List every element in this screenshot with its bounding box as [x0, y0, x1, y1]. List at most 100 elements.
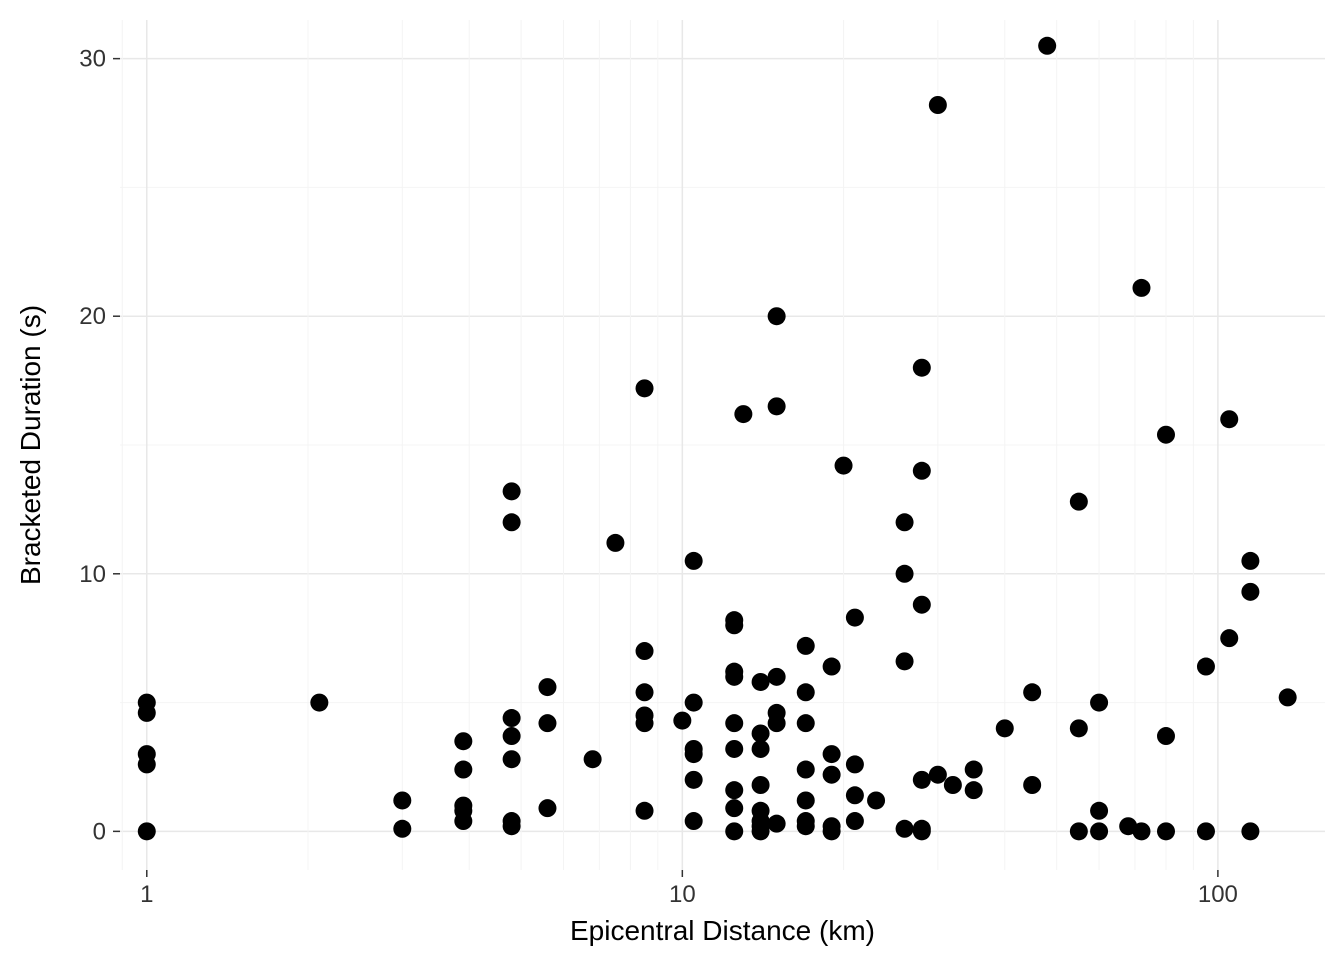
y-axis-label: Bracketed Duration (s) [15, 305, 46, 585]
data-point [768, 397, 786, 415]
data-point [752, 724, 770, 742]
data-point [896, 513, 914, 531]
data-point [503, 812, 521, 830]
data-point [823, 817, 841, 835]
data-point [1090, 802, 1108, 820]
data-point [913, 596, 931, 614]
data-point [725, 714, 743, 732]
data-point [310, 694, 328, 712]
data-point [835, 457, 853, 475]
data-point [768, 815, 786, 833]
data-point [896, 652, 914, 670]
data-point [752, 802, 770, 820]
data-point [1197, 822, 1215, 840]
data-point [846, 609, 864, 627]
data-point [636, 706, 654, 724]
data-point [965, 761, 983, 779]
data-point [1132, 279, 1150, 297]
data-point [538, 678, 556, 696]
data-point [734, 405, 752, 423]
data-point [725, 663, 743, 681]
data-point [1023, 683, 1041, 701]
y-tick-label: 10 [79, 561, 106, 588]
data-point [1132, 822, 1150, 840]
data-point [503, 482, 521, 500]
data-point [503, 727, 521, 745]
data-point [797, 714, 815, 732]
data-point [725, 822, 743, 840]
data-point [606, 534, 624, 552]
data-point [685, 812, 703, 830]
data-point [725, 799, 743, 817]
data-point [944, 776, 962, 794]
data-point [929, 766, 947, 784]
data-point [1157, 822, 1175, 840]
data-point [797, 791, 815, 809]
data-point [636, 683, 654, 701]
data-point [913, 462, 931, 480]
data-point [752, 776, 770, 794]
chart-svg: 1101000102030Epicentral Distance (km)Bra… [0, 0, 1344, 960]
data-point [846, 755, 864, 773]
data-point [1241, 822, 1259, 840]
data-point [1070, 719, 1088, 737]
data-point [768, 307, 786, 325]
data-point [1220, 629, 1238, 647]
data-point [823, 658, 841, 676]
data-point [538, 799, 556, 817]
data-point [725, 740, 743, 758]
data-point [1197, 658, 1215, 676]
data-point [752, 740, 770, 758]
data-point [503, 513, 521, 531]
data-point [584, 750, 602, 768]
data-point [1070, 822, 1088, 840]
data-point [896, 820, 914, 838]
data-point [454, 797, 472, 815]
data-point [685, 771, 703, 789]
data-point [454, 761, 472, 779]
data-point [768, 668, 786, 686]
data-point [1038, 37, 1056, 55]
data-point [1090, 694, 1108, 712]
data-point [685, 552, 703, 570]
x-tick-label: 100 [1198, 881, 1238, 908]
y-tick-label: 0 [93, 818, 106, 845]
data-point [725, 781, 743, 799]
data-point [768, 704, 786, 722]
data-point [996, 719, 1014, 737]
data-point [673, 712, 691, 730]
data-point [138, 822, 156, 840]
data-point [1070, 493, 1088, 511]
data-point [1023, 776, 1041, 794]
data-point [503, 750, 521, 768]
data-point [454, 732, 472, 750]
data-point [138, 745, 156, 763]
data-point [929, 96, 947, 114]
data-point [1241, 552, 1259, 570]
data-point [1157, 727, 1175, 745]
data-point [823, 745, 841, 763]
data-point [538, 714, 556, 732]
data-point [1220, 410, 1238, 428]
data-point [913, 771, 931, 789]
data-point [725, 611, 743, 629]
data-point [913, 820, 931, 838]
data-point [393, 791, 411, 809]
data-point [965, 781, 983, 799]
data-point [138, 694, 156, 712]
data-point [823, 766, 841, 784]
data-point [1090, 822, 1108, 840]
data-point [797, 637, 815, 655]
data-point [685, 694, 703, 712]
scatter-chart: 1101000102030Epicentral Distance (km)Bra… [0, 0, 1344, 960]
data-point [797, 761, 815, 779]
data-point [503, 709, 521, 727]
data-point [846, 786, 864, 804]
data-point [846, 812, 864, 830]
data-point [393, 820, 411, 838]
x-tick-label: 10 [669, 881, 696, 908]
data-point [896, 565, 914, 583]
x-tick-label: 1 [140, 881, 153, 908]
data-point [685, 740, 703, 758]
x-axis-label: Epicentral Distance (km) [570, 915, 875, 946]
